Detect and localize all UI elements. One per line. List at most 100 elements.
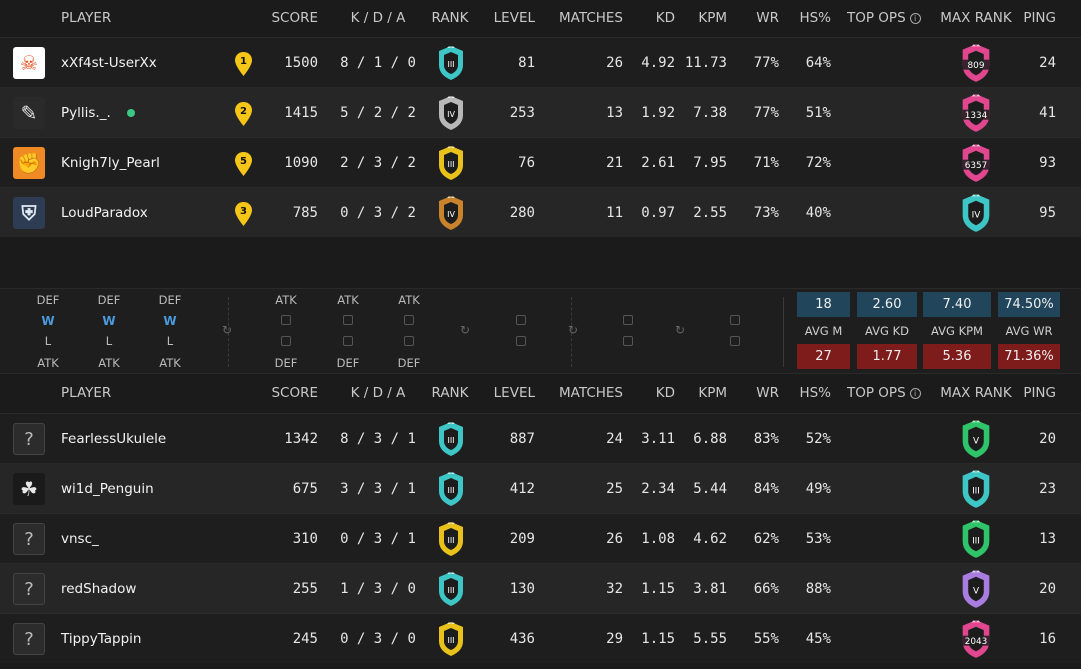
header-kda[interactable]: K / D / A: [350, 10, 406, 26]
svg-text:1334: 1334: [965, 111, 988, 121]
max-rank-badge-icon: 6357: [959, 143, 993, 183]
player-name[interactable]: Pyllis._.: [61, 105, 111, 121]
player-row[interactable]: ? TippyTappin 245 0 / 3 / 0 III 436 29 1.15 5.55…: [0, 613, 1081, 663]
player-row[interactable]: ☠ xXf4st-UserXx 1 1500 8 / 1 / 0 III 81 26 4.92 1…: [0, 37, 1081, 87]
svg-text:6357: 6357: [965, 161, 988, 171]
header-wr[interactable]: WR: [756, 10, 779, 26]
header-matches[interactable]: MATCHES: [559, 385, 623, 401]
player-name[interactable]: xXf4st-UserXx: [61, 55, 157, 71]
ping: 16: [1039, 631, 1056, 647]
info-icon[interactable]: i: [909, 387, 921, 399]
ping: 13: [1039, 531, 1056, 547]
level: 130: [509, 581, 535, 597]
player-row[interactable]: ? redShadow 255 1 / 3 / 0 III 130 32 1.15 3.81 66…: [0, 563, 1081, 613]
header-wr[interactable]: WR: [756, 385, 779, 401]
header-score[interactable]: SCORE: [271, 10, 318, 26]
squad-pin-icon: 3: [234, 201, 253, 227]
round-empty-box: [730, 315, 740, 325]
matches: 24: [606, 431, 623, 447]
header-matches[interactable]: MATCHES: [559, 10, 623, 26]
avg-stat-label: AVG M: [804, 324, 843, 338]
rank-badge-icon: III: [436, 45, 466, 81]
player-row[interactable]: ⛨ LoudParadox 3 785 0 / 3 / 2 IV 280 11 0.97 2.55…: [0, 187, 1081, 237]
kpm: 2.55: [693, 205, 727, 221]
ping: 41: [1039, 105, 1056, 121]
player-row[interactable]: ? FearlessUkulele 1342 8 / 3 / 1 III 887 24 3.1…: [0, 413, 1081, 463]
svg-text:III: III: [447, 60, 454, 69]
svg-text:V: V: [973, 436, 979, 446]
header-hs[interactable]: HS%: [799, 10, 831, 26]
player-row[interactable]: ? vnsc_ 310 0 / 3 / 1 III 209 26 1.08 4.62 62% 53%…: [0, 513, 1081, 563]
win-rate: 73%: [753, 205, 779, 221]
svg-text:1: 1: [240, 56, 247, 67]
info-icon[interactable]: i: [909, 12, 921, 24]
win-rate: 71%: [753, 155, 779, 171]
header-rank[interactable]: RANK: [431, 385, 469, 401]
player-name[interactable]: LoudParadox: [61, 205, 148, 221]
header-maxrank[interactable]: MAX RANK: [940, 385, 1012, 401]
unknown-avatar-icon: ?: [13, 623, 45, 655]
player-row[interactable]: ☘ wi1d_Penguin 675 3 / 3 / 1 III 412 25 2.34 5.4…: [0, 463, 1081, 513]
player-name[interactable]: FearlessUkulele: [61, 431, 167, 447]
player-name[interactable]: TippyTappin: [61, 631, 142, 647]
matches: 29: [606, 631, 623, 647]
player-row[interactable]: ✊ Knigh7ly_Pearl 5 1090 2 / 3 / 2 III 76 21 2.61…: [0, 137, 1081, 187]
player-row[interactable]: ✎ Pyllis._. 2 1415 5 / 2 / 2 IV 253 13 1.92 7.38 7…: [0, 87, 1081, 137]
svg-text:IV: IV: [447, 210, 455, 219]
ping: 24: [1039, 55, 1056, 71]
skull-avatar-icon: ☠: [13, 47, 45, 79]
rank-badge-icon: IV: [436, 95, 466, 131]
score: 1090: [284, 155, 318, 171]
round-side-bottom: DEF: [397, 356, 421, 370]
score: 675: [292, 481, 318, 497]
header-topops[interactable]: TOP OPS i: [847, 385, 921, 401]
header-level[interactable]: LEVEL: [493, 10, 535, 26]
headshot-pct: 64%: [805, 55, 831, 71]
round-empty-box: [730, 336, 740, 346]
round-win: W: [41, 314, 55, 328]
header-score[interactable]: SCORE: [271, 385, 318, 401]
round-side-top: ATK: [337, 293, 359, 307]
team2-header: PLAYER SCORE K / D / A RANK LEVEL MATCHE…: [0, 375, 1081, 411]
max-rank-badge-icon: III: [959, 519, 993, 559]
header-ping[interactable]: PING: [1023, 385, 1056, 401]
header-topops[interactable]: TOP OPS i: [847, 10, 921, 26]
shield-avatar-icon: ⛨: [13, 197, 45, 229]
svg-text:2: 2: [240, 106, 247, 117]
squad-pin-icon: 5: [234, 151, 253, 177]
avg-stat-label: AVG KD: [865, 324, 909, 338]
round-empty-box: [404, 336, 414, 346]
svg-text:III: III: [972, 536, 980, 546]
unknown-avatar-icon: ?: [13, 523, 45, 555]
kda: 3 / 3 / 1: [340, 481, 416, 497]
kda: 0 / 3 / 1: [340, 531, 416, 547]
kd: 4.92: [641, 55, 675, 71]
avg-stat-label: AVG KPM: [931, 324, 983, 338]
header-kpm[interactable]: KPM: [698, 10, 727, 26]
round-side-bottom: ATK: [159, 356, 181, 370]
header-ping[interactable]: PING: [1023, 10, 1056, 26]
player-name[interactable]: Knigh7ly_Pearl: [61, 155, 160, 171]
round-loss: L: [44, 334, 52, 348]
header-kd[interactable]: KD: [655, 10, 675, 26]
header-rank[interactable]: RANK: [431, 10, 469, 26]
header-kda[interactable]: K / D / A: [350, 385, 406, 401]
round-win: W: [102, 314, 116, 328]
player-name[interactable]: wi1d_Penguin: [61, 481, 154, 497]
header-level[interactable]: LEVEL: [493, 385, 535, 401]
header-topops-label: TOP OPS: [847, 10, 906, 26]
matches: 21: [606, 155, 623, 171]
kd: 1.08: [641, 531, 675, 547]
header-kpm[interactable]: KPM: [698, 385, 727, 401]
svg-text:III: III: [447, 636, 454, 645]
player-name[interactable]: vnsc_: [61, 531, 99, 547]
round-side-bottom: ATK: [98, 356, 120, 370]
level: 209: [509, 531, 535, 547]
header-kd[interactable]: KD: [655, 385, 675, 401]
rank-badge-icon: III: [436, 421, 466, 457]
header-maxrank[interactable]: MAX RANK: [940, 10, 1012, 26]
headshot-pct: 45%: [805, 631, 831, 647]
header-hs[interactable]: HS%: [799, 385, 831, 401]
player-name[interactable]: redShadow: [61, 581, 137, 597]
round-loss: L: [166, 334, 174, 348]
